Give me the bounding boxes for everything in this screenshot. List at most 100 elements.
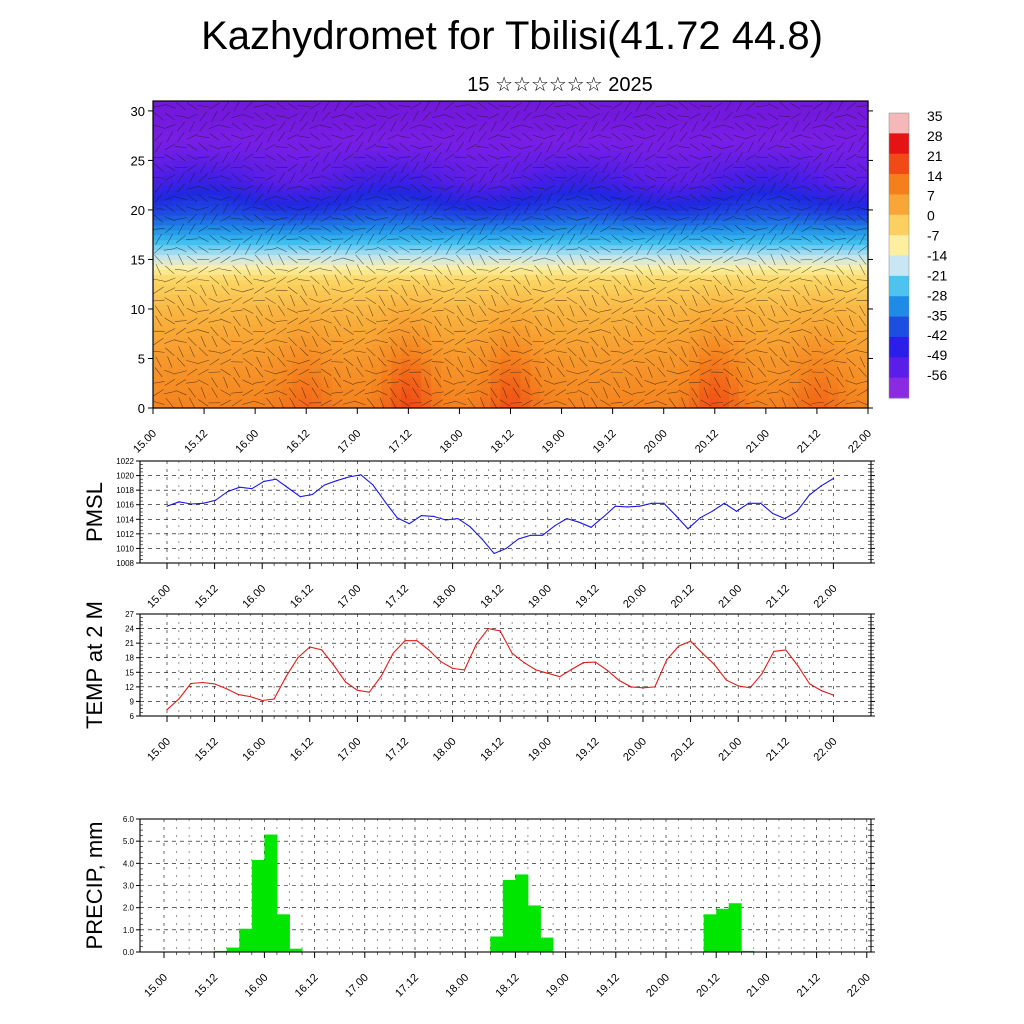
heat-cell: [341, 284, 353, 290]
heat-cell: [719, 190, 730, 196]
heat-cell: [788, 348, 800, 355]
heat-cell: [719, 368, 730, 374]
heat-cell: [649, 363, 661, 369]
heat-cell: [282, 289, 293, 295]
heat-cell: [292, 204, 303, 211]
wind-barb: [186, 102, 198, 110]
wind-barb: [176, 204, 186, 213]
wind-barb: [189, 346, 195, 358]
heat-cell: [282, 368, 293, 374]
heat-cell: [341, 363, 353, 369]
heat-cell: [292, 294, 303, 300]
heat-cell: [381, 299, 392, 305]
heat-cell: [679, 160, 690, 166]
heat-cell: [232, 180, 243, 186]
heat-cell: [301, 338, 313, 345]
heat-cell: [470, 219, 482, 226]
heat-cell: [490, 388, 502, 394]
heat-cell: [371, 383, 383, 389]
heat-cell: [649, 125, 661, 132]
wind-barb: [245, 264, 251, 276]
heat-cell: [450, 274, 462, 280]
heat-cell: [371, 299, 383, 305]
heat-cell: [331, 160, 343, 166]
heat-cell: [758, 110, 770, 117]
wind-barb: [289, 397, 296, 409]
heat-cell: [778, 299, 790, 305]
heat-cell: [311, 403, 323, 409]
heat-cell: [639, 145, 651, 152]
heat-cell: [411, 105, 422, 112]
heat-cell: [192, 145, 204, 152]
heat-cell: [192, 284, 204, 290]
heat-cell: [421, 269, 432, 275]
heat-cell: [371, 244, 383, 251]
heat-cell: [242, 224, 253, 231]
heat-cell: [788, 308, 800, 315]
heat-cell: [699, 299, 710, 305]
heat-cell: [460, 373, 472, 379]
heat-cell: [361, 125, 373, 132]
heat-cell: [391, 155, 402, 162]
heat-cell: [341, 229, 353, 236]
heat-cell: [381, 224, 392, 231]
heat-cell: [778, 259, 790, 266]
heat-cell: [282, 338, 293, 345]
heat-cell: [609, 120, 621, 127]
heat-cell: [848, 170, 859, 176]
heat-cell: [153, 383, 164, 389]
heat-cell: [282, 279, 293, 285]
heat-cell: [301, 259, 313, 266]
heat-cell: [311, 333, 323, 340]
heat-cell: [490, 180, 502, 186]
heat-cell: [679, 368, 690, 374]
wind-barb: [300, 284, 307, 296]
heat-cell: [530, 204, 541, 211]
wind-barb: [174, 217, 187, 221]
heat-cell: [411, 224, 422, 231]
heat-cell: [292, 358, 303, 365]
heat-cell: [331, 190, 343, 196]
wind-barb: [321, 111, 331, 121]
heat-cell: [530, 155, 541, 162]
heat-cell: [470, 373, 482, 379]
heat-cell: [719, 353, 730, 360]
heat-cell: [162, 214, 174, 221]
heat-cell: [162, 338, 174, 345]
wind-barb: [266, 398, 275, 408]
heat-cell: [381, 239, 392, 246]
heat-cell: [490, 135, 502, 142]
heat-cell: [212, 403, 224, 409]
wind-barb: [232, 142, 242, 152]
wind-barb: [242, 389, 254, 396]
heat-cell: [808, 200, 819, 206]
heat-cell: [530, 160, 541, 166]
heat-cell: [292, 378, 303, 384]
wind-barb: [153, 214, 164, 223]
heat-cell: [460, 214, 472, 221]
heat-cell: [629, 200, 641, 206]
heat-cell: [301, 214, 313, 221]
heat-cell: [808, 234, 819, 241]
heat-cell: [212, 333, 224, 340]
wind-barb: [331, 114, 344, 119]
heat-cell: [520, 373, 531, 379]
heat-cell: [589, 140, 601, 147]
heat-cell: [401, 299, 412, 305]
heat-cell: [232, 204, 243, 211]
heat-cell: [510, 110, 522, 117]
heat-cell: [153, 388, 164, 394]
heat-cell: [699, 264, 710, 270]
wind-barb: [243, 275, 253, 285]
heat-cell: [252, 398, 263, 404]
heat-cell: [391, 323, 402, 330]
heat-cell: [361, 383, 373, 389]
heat-cell: [520, 165, 531, 171]
heat-cell: [301, 403, 313, 409]
heat-cell: [798, 304, 810, 310]
heat-cell: [460, 264, 472, 270]
heat-cell: [252, 343, 263, 350]
heat-cell: [520, 150, 531, 157]
heat-cell: [421, 180, 432, 186]
heat-cell: [381, 101, 392, 107]
